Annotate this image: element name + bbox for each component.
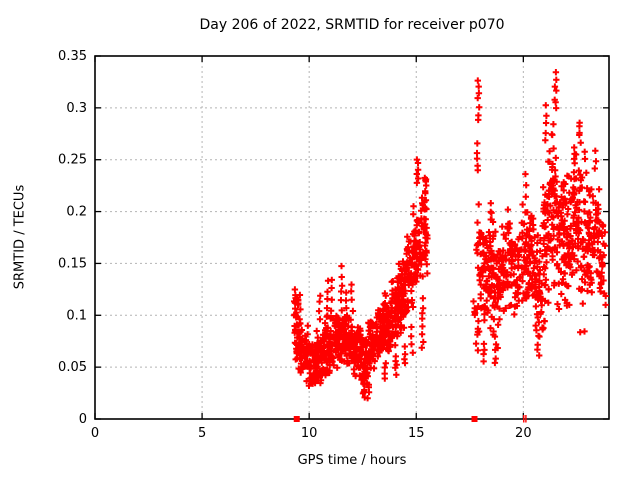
y-tick-label: 0.3 [66, 101, 87, 116]
x-tick-label: 20 [515, 426, 532, 441]
y-tick-label: 0 [79, 412, 87, 427]
y-tick-label: 0.15 [58, 256, 87, 271]
y-tick-label: 0.35 [58, 49, 87, 64]
y-axis-label: SRMTID / TECUs [12, 184, 28, 290]
plot-border [94, 55, 610, 420]
baseline-square-marker [293, 416, 300, 422]
x-tick-label: 10 [301, 426, 318, 441]
x-tick-label: 0 [91, 426, 99, 441]
x-tick-label: 5 [198, 426, 206, 441]
baseline-square-marker [471, 416, 478, 422]
scatter-points [291, 69, 609, 402]
x-axis-label: GPS time / hours [297, 453, 407, 468]
y-tick-label: 0.25 [58, 153, 87, 168]
y-tick-label: 0.05 [58, 360, 87, 375]
y-tick-label: 0.2 [66, 205, 87, 220]
x-tick-label: 15 [408, 426, 425, 441]
y-tick-label: 0.1 [66, 308, 87, 323]
chart-title: Day 206 of 2022, SRMTID for receiver p07… [199, 17, 505, 33]
